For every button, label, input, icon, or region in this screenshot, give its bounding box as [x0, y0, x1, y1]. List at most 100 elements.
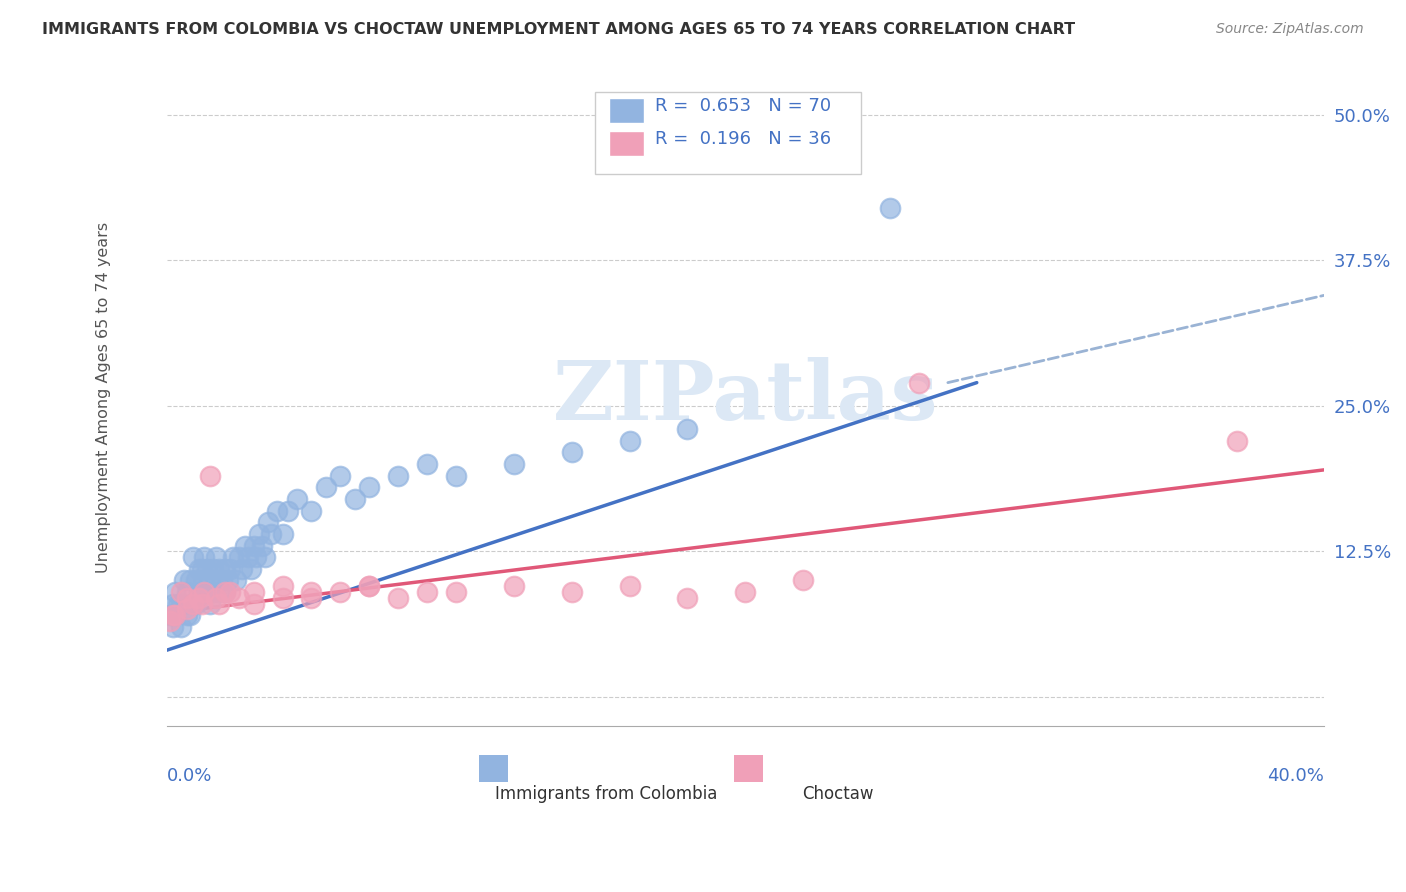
Bar	[479, 756, 508, 781]
Point	[416, 457, 439, 471]
Point	[187, 585, 209, 599]
Point	[359, 579, 381, 593]
Point	[252, 539, 274, 553]
Point	[205, 591, 228, 605]
Point	[444, 585, 467, 599]
Point	[503, 457, 526, 471]
Point	[190, 562, 212, 576]
Point	[214, 585, 236, 599]
Point	[176, 585, 198, 599]
Point	[561, 585, 583, 599]
Point	[231, 562, 253, 576]
Point	[159, 608, 181, 623]
Point	[179, 608, 201, 623]
Point	[260, 527, 283, 541]
Point	[228, 550, 250, 565]
Point	[181, 550, 204, 565]
Point	[271, 579, 294, 593]
Point	[301, 503, 323, 517]
Point	[202, 585, 225, 599]
Point	[222, 550, 245, 565]
Point	[170, 597, 193, 611]
Bar	[609, 131, 644, 156]
Point	[228, 591, 250, 605]
Point	[359, 480, 381, 494]
Point	[162, 608, 184, 623]
Text: R =  0.653   N = 70: R = 0.653 N = 70	[655, 97, 831, 115]
Text: 0.0%: 0.0%	[167, 766, 212, 785]
Point	[387, 591, 409, 605]
Point	[416, 585, 439, 599]
Text: Immigrants from Colombia: Immigrants from Colombia	[495, 785, 717, 803]
Point	[254, 550, 277, 565]
Point	[676, 422, 699, 436]
Point	[225, 574, 247, 588]
Point	[242, 597, 264, 611]
Point	[190, 597, 212, 611]
Point	[211, 574, 233, 588]
Point	[245, 550, 267, 565]
Point	[1226, 434, 1249, 448]
Point	[165, 608, 187, 623]
Point	[208, 562, 231, 576]
Point	[214, 562, 236, 576]
Point	[198, 597, 221, 611]
Point	[198, 574, 221, 588]
Point	[195, 585, 218, 599]
Point	[190, 585, 212, 599]
Point	[301, 585, 323, 599]
Point	[329, 585, 352, 599]
Point	[181, 597, 204, 611]
Point	[198, 468, 221, 483]
Point	[184, 597, 207, 611]
Text: IMMIGRANTS FROM COLOMBIA VS CHOCTAW UNEMPLOYMENT AMONG AGES 65 TO 74 YEARS CORRE: IMMIGRANTS FROM COLOMBIA VS CHOCTAW UNEM…	[42, 22, 1076, 37]
Point	[239, 562, 262, 576]
Point	[271, 591, 294, 605]
Point	[233, 539, 256, 553]
Point	[167, 597, 190, 611]
Point	[619, 579, 641, 593]
Point	[271, 527, 294, 541]
Point	[266, 503, 288, 517]
Point	[193, 585, 215, 599]
Point	[242, 539, 264, 553]
Point	[247, 527, 270, 541]
Point	[165, 608, 187, 623]
Point	[792, 574, 814, 588]
Text: Unemployment Among Ages 65 to 74 years: Unemployment Among Ages 65 to 74 years	[96, 221, 111, 573]
Point	[205, 550, 228, 565]
Point	[301, 591, 323, 605]
Point	[205, 574, 228, 588]
Point	[217, 574, 239, 588]
Point	[236, 550, 259, 565]
Point	[908, 376, 931, 390]
Text: R =  0.196   N = 36: R = 0.196 N = 36	[655, 130, 831, 148]
Point	[162, 620, 184, 634]
Point	[159, 614, 181, 628]
Point	[277, 503, 299, 517]
Text: Choctaw: Choctaw	[803, 785, 873, 803]
Point	[208, 597, 231, 611]
Point	[503, 579, 526, 593]
Point	[193, 550, 215, 565]
Point	[195, 562, 218, 576]
Point	[219, 562, 242, 576]
Bar	[609, 98, 644, 123]
Point	[176, 591, 198, 605]
Point	[257, 515, 280, 529]
Point	[173, 597, 195, 611]
Point	[619, 434, 641, 448]
Point	[676, 591, 699, 605]
Point	[208, 585, 231, 599]
Point	[173, 574, 195, 588]
Point	[359, 579, 381, 593]
Point	[187, 562, 209, 576]
Point	[444, 468, 467, 483]
Point	[181, 597, 204, 611]
Point	[561, 445, 583, 459]
Point	[202, 562, 225, 576]
Point	[165, 585, 187, 599]
Point	[176, 602, 198, 616]
Point	[343, 491, 366, 506]
Point	[187, 591, 209, 605]
